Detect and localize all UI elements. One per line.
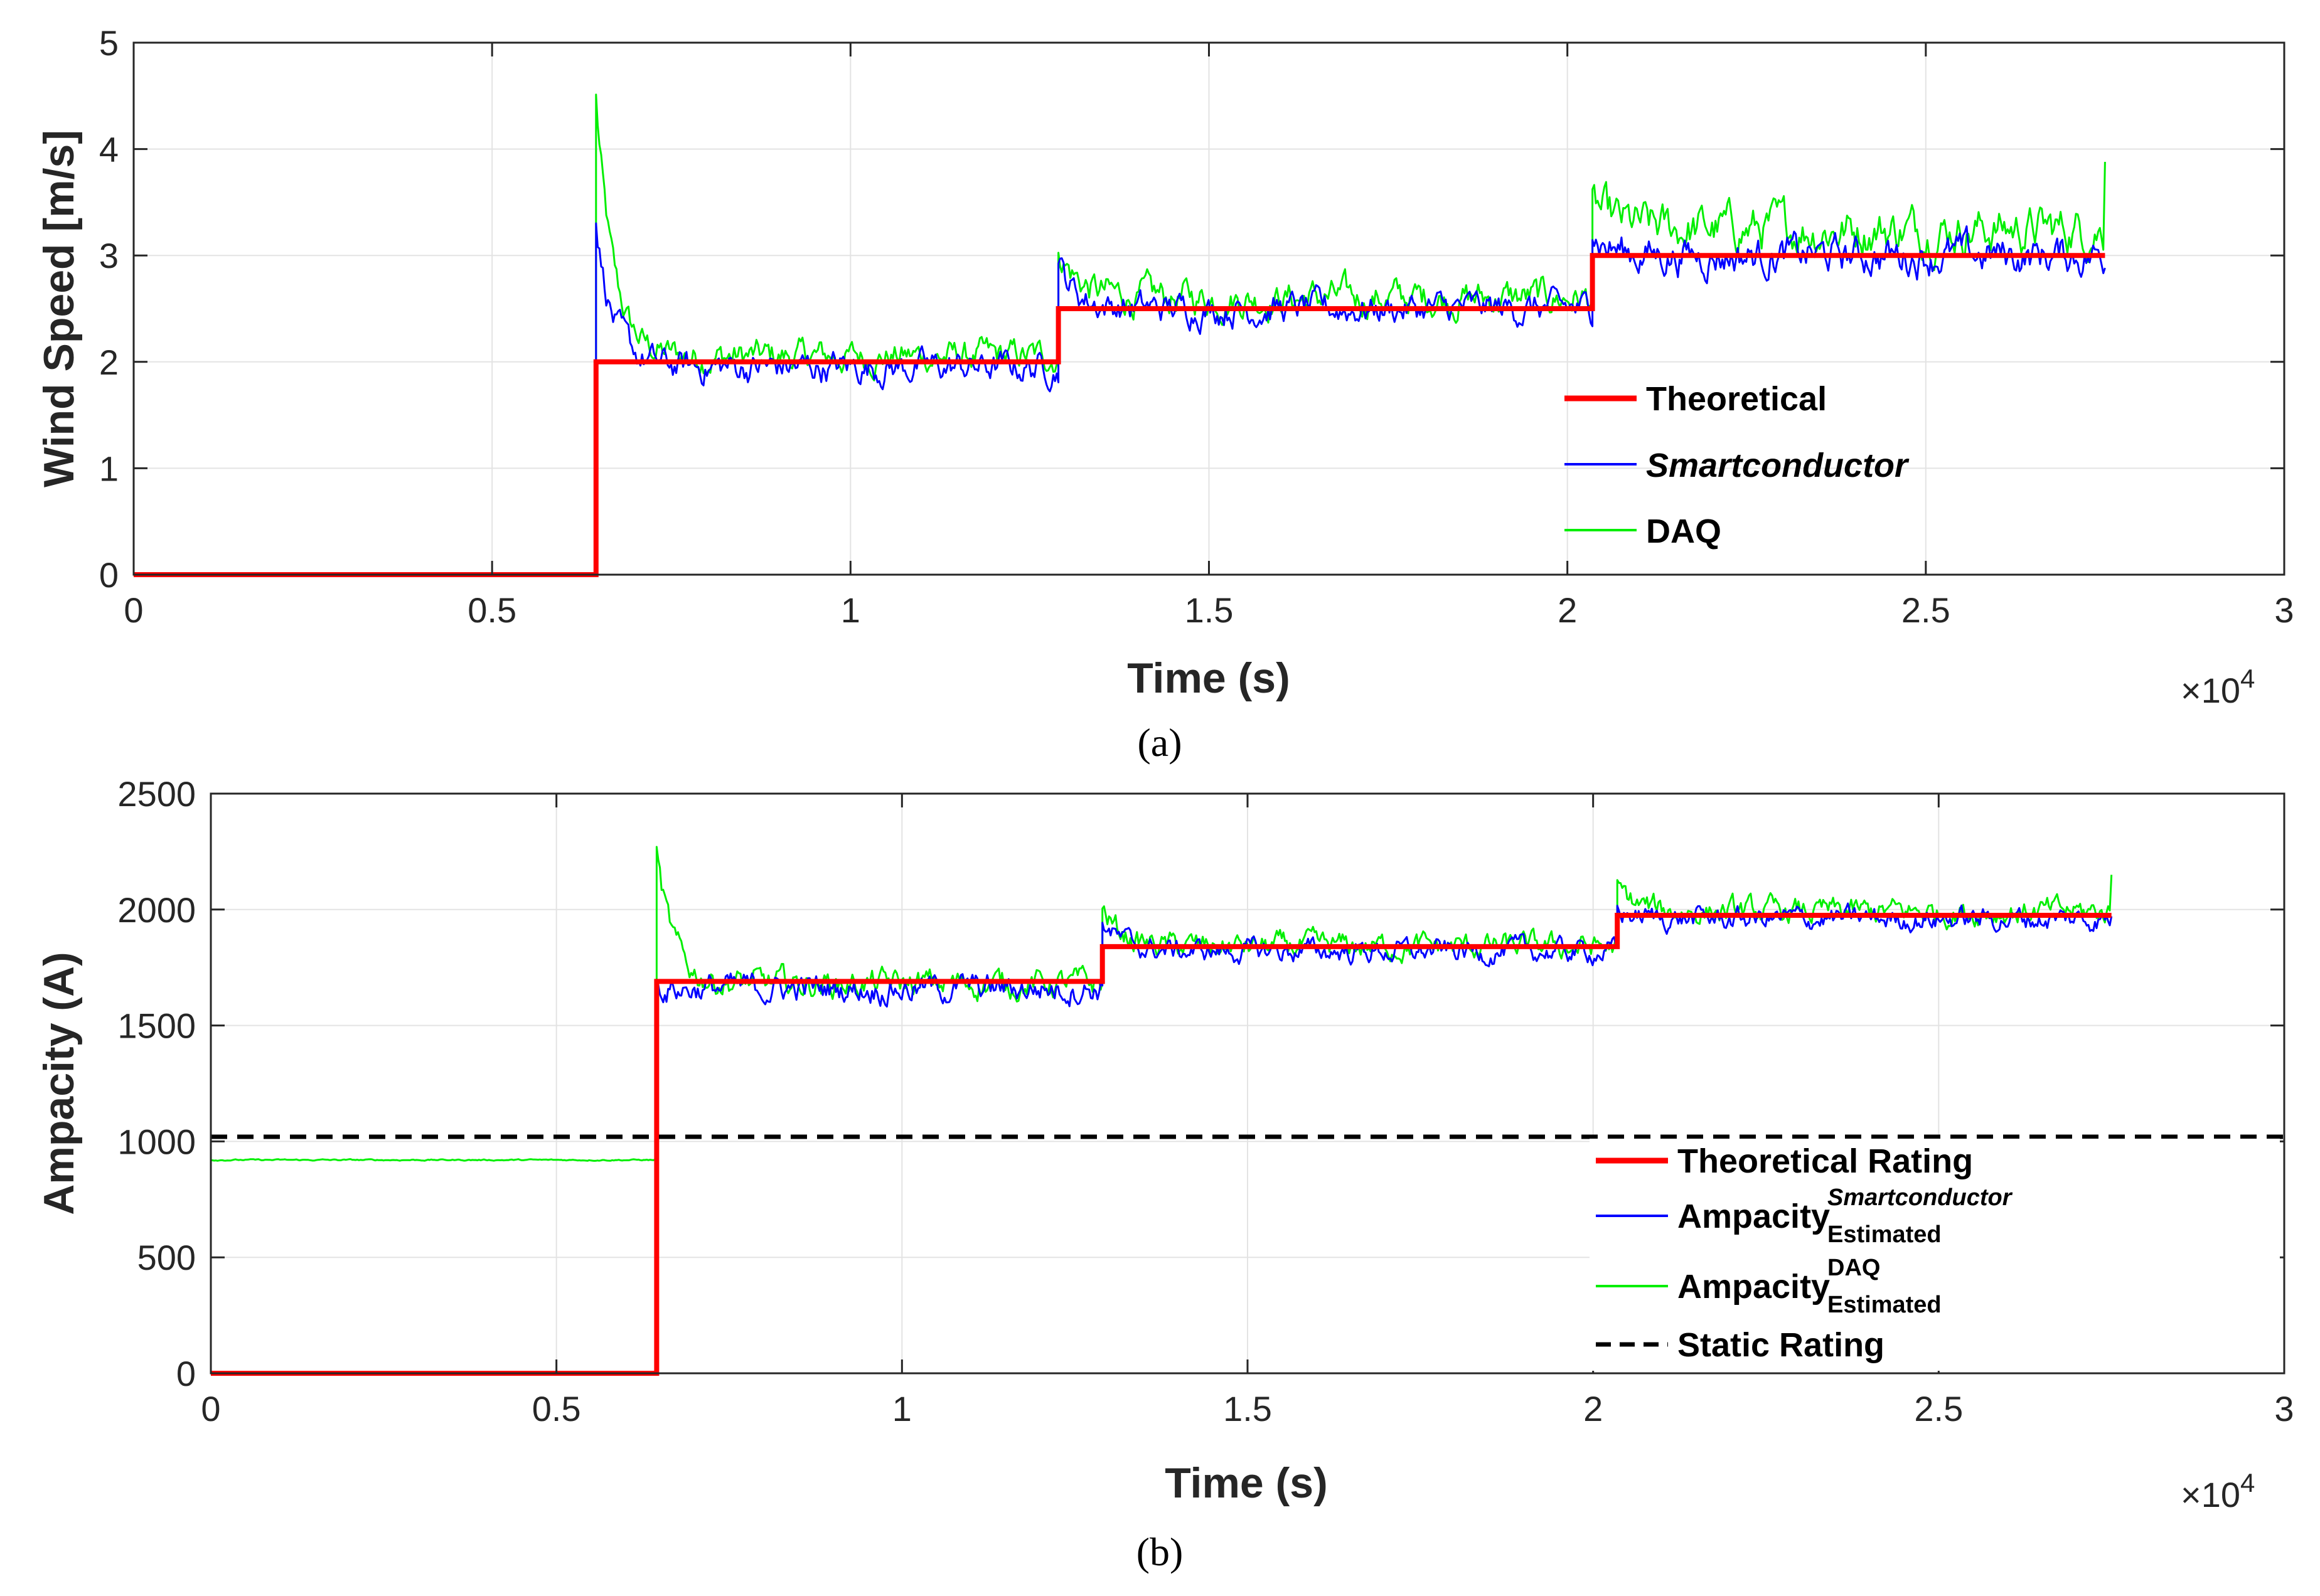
panel-b-ytick-label: 1000 (117, 1122, 196, 1161)
panel-b-y-axis-label: Ampacity (A) (35, 952, 83, 1215)
legend-b-smartconductor-sub: Estimated (1827, 1221, 1942, 1248)
panel-b-xtick-label: 2 (1583, 1389, 1603, 1428)
panel-a-ytick-label: 4 (99, 130, 119, 169)
panel-b-xtick-label: 2.5 (1914, 1389, 1963, 1428)
panel-b-x-exponent: ×104 (2181, 1468, 2255, 1514)
panel-b-ytick-label: 2000 (117, 890, 196, 930)
legend-b-daq-sub: Estimated (1827, 1292, 1942, 1318)
legend-a-smartconductor-label: Smartconductor (1646, 447, 1910, 484)
panel-b-ticks: 0 0.5 1 1.5 2 2.5 3 0 500 1000 1500 2000 2500 (117, 774, 2294, 1428)
legend-b-theoretical-label: Theoretical Rating (1677, 1142, 1973, 1180)
legend-b-smartconductor-label: Ampacity (1677, 1198, 1830, 1235)
panel-b-xtick-label: 1.5 (1223, 1389, 1272, 1428)
panel-b-xtick-label: 3 (2274, 1389, 2294, 1428)
legend-b-smartconductor-sup: Smartconductor (1827, 1184, 2013, 1211)
panel-b-xtick-label: 0.5 (532, 1389, 581, 1428)
legend-a-daq-label: DAQ (1646, 513, 1721, 550)
panel-a-wind-speed-chart: 0 0.5 1 1.5 2 2.5 3 0 1 2 3 4 5 Time (s) Wind Speed … (35, 23, 2294, 765)
legend-a-theoretical-label: Theoretical (1646, 380, 1827, 418)
panel-a-ytick-label: 2 (99, 343, 119, 382)
panel-a-y-axis-label: Wind Speed [m/s] (35, 130, 83, 487)
panel-a-xtick-label: 0.5 (468, 590, 516, 630)
panel-b-xtick-label: 0 (201, 1389, 220, 1428)
panel-a-ytick-label: 0 (99, 555, 119, 595)
panel-b-ampacity-chart: 0 0.5 1 1.5 2 2.5 3 0 500 1000 1500 2000 2500 Time (… (35, 774, 2294, 1574)
panel-b-ytick-label: 2500 (117, 774, 196, 814)
panel-a-xtick-label: 2.5 (1901, 590, 1950, 630)
panel-b-series (210, 846, 2284, 1376)
panel-a-xtick-label: 2 (1558, 590, 1577, 630)
panel-b-series-theoretical-rating (211, 913, 2112, 1376)
panel-b-ytick-label: 1500 (117, 1006, 196, 1046)
panel-a-xtick-label: 1.5 (1185, 590, 1234, 630)
panel-a-xtick-label: 3 (2274, 590, 2294, 630)
legend-b-daq-sup: DAQ (1827, 1255, 1880, 1281)
panel-b-xtick-label: 1 (892, 1389, 912, 1428)
panel-a-ticks: 0 0.5 1 1.5 2 2.5 3 0 1 2 3 4 5 (99, 23, 2294, 630)
panel-a-ytick-label: 1 (99, 449, 119, 488)
panel-a-ytick-label: 3 (99, 236, 119, 275)
panel-a-legend: Theoretical Smartconductor DAQ (1564, 380, 1910, 550)
panel-b-ytick-label: 500 (137, 1238, 196, 1277)
panel-a-xtick-label: 1 (841, 590, 860, 630)
panel-a-xtick-label: 0 (124, 590, 143, 630)
panel-a-caption: (a) (1137, 720, 1182, 765)
panel-b-ytick-label: 0 (176, 1354, 196, 1393)
panel-a-series-theoretical (134, 253, 2105, 577)
panel-b-x-axis-label: Time (s) (1165, 1459, 1327, 1507)
legend-b-static-label: Static Rating (1677, 1326, 1884, 1364)
legend-b-daq-label: Ampacity (1677, 1268, 1830, 1306)
panel-b-caption: (b) (1136, 1530, 1184, 1574)
panel-a-ytick-label: 5 (99, 23, 119, 63)
panel-a-x-axis-label: Time (s) (1127, 654, 1290, 702)
legend-b-background (1590, 1139, 2280, 1371)
panel-a-x-exponent: ×104 (2181, 664, 2255, 710)
panel-b-legend: Theoretical Rating Ampacity Smartconduct… (1590, 1139, 2280, 1371)
